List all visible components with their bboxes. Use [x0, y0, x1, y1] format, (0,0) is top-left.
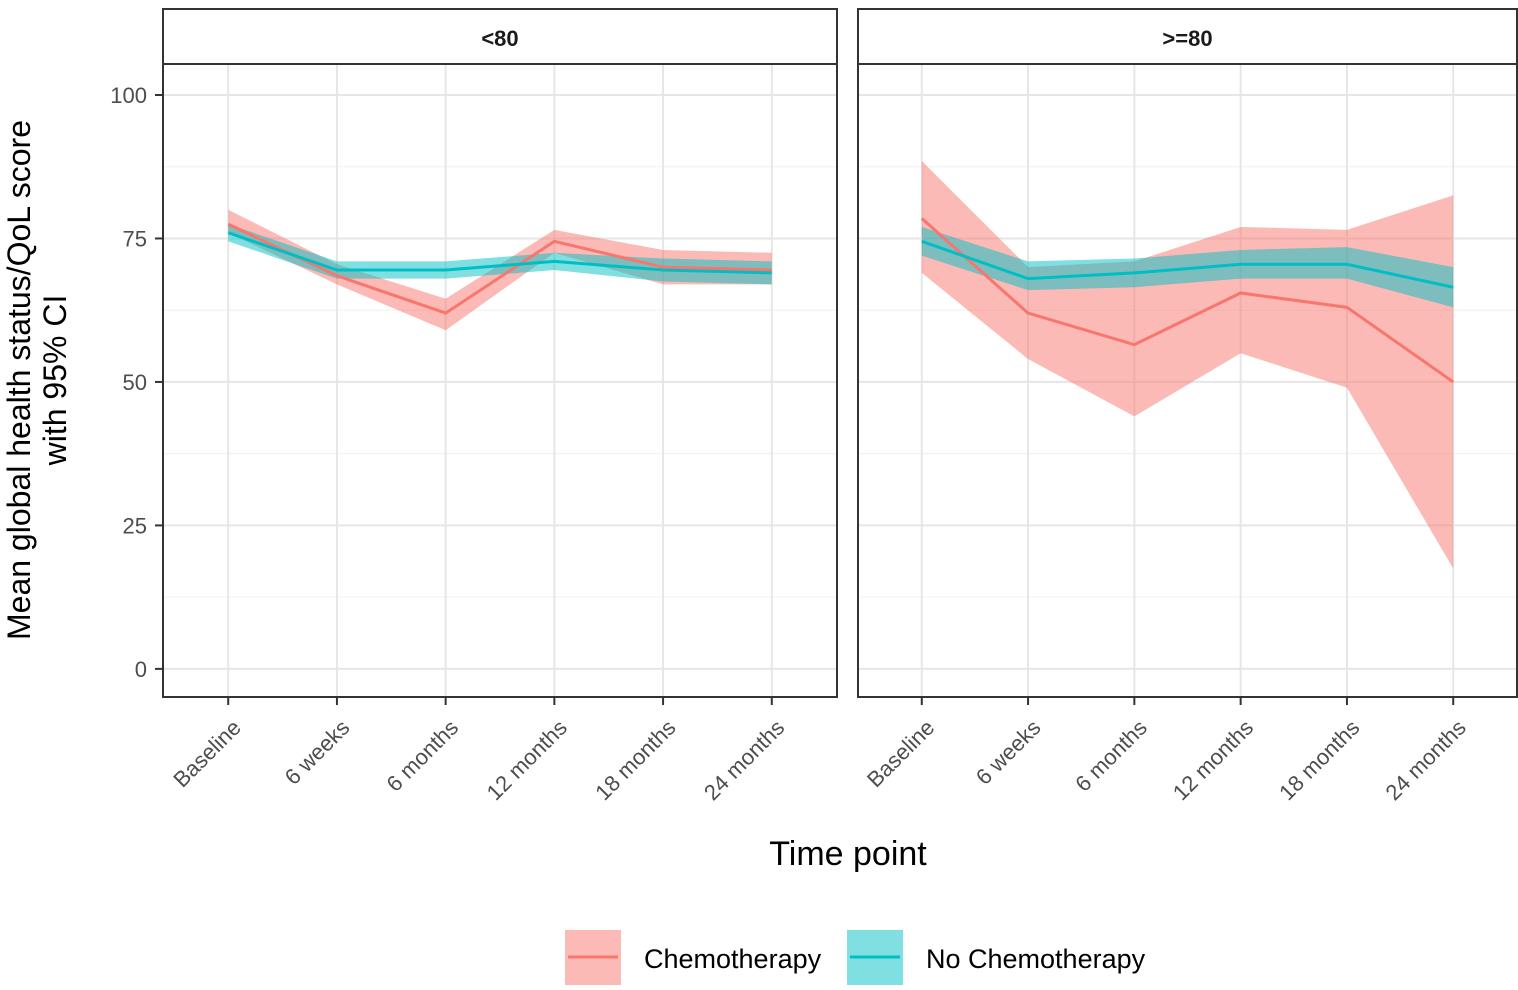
x-tick-label: 18 months [1274, 715, 1364, 805]
y-tick-label: 100 [110, 83, 147, 108]
x-tick-label: 6 months [382, 715, 464, 797]
x-tick-label: 24 months [699, 715, 789, 805]
x-axis-title: Time point [769, 835, 927, 873]
y-tick-label: 75 [123, 226, 147, 251]
x-tick-label: Baseline [168, 715, 245, 792]
strip [857, 8, 1518, 65]
y-tick-label: 50 [123, 370, 147, 395]
x-tick-label: 6 weeks [280, 715, 355, 790]
x-tick-label: 12 months [482, 715, 572, 805]
strip-title: <80 [481, 26, 518, 51]
x-tick-label: 12 months [1168, 715, 1258, 805]
line [227, 222, 772, 315]
x-tick-label: 18 months [590, 715, 680, 805]
strip-title: >=80 [1162, 26, 1212, 51]
line [920, 217, 1455, 384]
x-tick-label: 6 weeks [971, 715, 1046, 790]
y-axis-title: with 95% CI [37, 295, 73, 467]
x-tick-label: 6 months [1070, 715, 1152, 797]
y-tick-label: 0 [135, 657, 147, 682]
ci-band [921, 160, 1454, 569]
legend-label: Chemotherapy [644, 944, 822, 974]
x-tick-label: 24 months [1380, 715, 1470, 805]
x-tick-label: Baseline [862, 715, 939, 792]
y-tick-label: 25 [123, 513, 147, 538]
panel-border [162, 63, 838, 698]
line [227, 231, 772, 275]
line [921, 239, 1454, 289]
legend-label: No Chemotherapy [926, 944, 1146, 974]
strip [162, 8, 838, 65]
y-axis-title: Mean global health status/QoL score [1, 120, 37, 640]
